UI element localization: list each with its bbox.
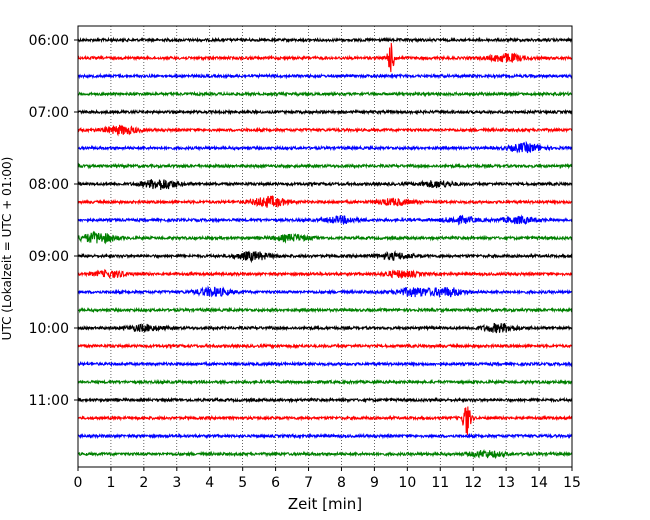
trace-1045 [77,378,573,386]
y-axis: 06:00 07:00 08:00 09:00 10:00 11:00 [29,33,78,409]
x-tick-label: 2 [139,475,148,491]
x-tick-label: 13 [497,475,515,491]
trace-0745 [77,162,573,170]
x-tick-label: 3 [172,475,181,491]
x-tick-label: 5 [238,475,247,491]
plot-frame [77,25,573,468]
trace-0900 [77,250,573,264]
trace-0815 [77,195,573,209]
x-axis: 0 1 2 3 4 5 6 7 8 9 10 11 12 13 14 15 [74,467,581,491]
trace-1145 [77,449,573,460]
trace-0600 [77,36,573,44]
x-tick-label: 4 [205,475,214,491]
y-tick-label: 08:00 [29,177,69,193]
trace-1015 [77,342,573,350]
trace-0645 [77,90,573,98]
x-tick-label: 9 [370,475,379,491]
x-tick-label: 8 [337,475,346,491]
trace-0800 [77,179,573,190]
trace-1030 [77,360,573,368]
trace-0730 [77,140,573,154]
x-tick-label: 10 [398,475,416,491]
trace-0945 [77,306,573,314]
x-tick-label: 7 [304,475,313,491]
trace-1100 [77,396,573,404]
y-tick-label: 09:00 [29,249,69,265]
x-tick-label: 11 [431,475,449,491]
trace-0630 [77,72,573,80]
traces [77,36,573,460]
y-axis-label: UTC (Lokalzeit = UTC + 01:00) [0,157,14,341]
y-tick-label: 10:00 [29,321,69,337]
x-axis-label: Zeit [min] [288,495,362,513]
x-tick-label: 6 [271,475,280,491]
trace-0715 [77,124,573,137]
x-tick-label: 15 [563,475,581,491]
y-tick-label: 06:00 [29,33,69,49]
trace-0615 [77,42,573,73]
trace-0930 [77,285,573,299]
trace-0700 [77,108,573,116]
trace-0830 [77,214,573,226]
x-tick-label: 0 [74,475,83,491]
trace-1130 [77,432,573,440]
x-tick-label: 12 [464,475,482,491]
trace-0915 [77,268,573,280]
x-tick-label: 14 [530,475,548,491]
trace-0845 [77,230,573,245]
y-tick-label: 11:00 [29,393,69,409]
y-tick-label: 07:00 [29,105,69,121]
trace-1115 [77,406,573,436]
trace-1000 [77,322,573,334]
x-tick-label: 1 [106,475,115,491]
